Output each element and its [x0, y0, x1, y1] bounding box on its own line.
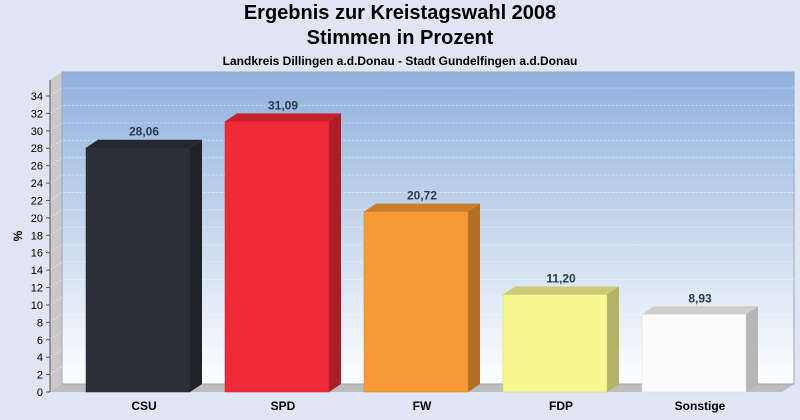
bar-value-label: 8,93 — [688, 291, 712, 305]
grid-line — [49, 87, 794, 97]
grid-line — [49, 313, 794, 323]
grid-line — [49, 244, 794, 254]
y-tick-label: 0 — [37, 387, 43, 399]
bar-fw — [363, 203, 480, 393]
bar-top — [642, 306, 758, 315]
grid-line — [49, 104, 794, 114]
chart-caption: Landkreis Dillingen a.d.Donau - Stadt Gu… — [222, 54, 578, 68]
chart-subtitle: Stimmen in Prozent — [306, 27, 494, 49]
bar-side — [329, 113, 341, 393]
bar-side — [468, 203, 480, 392]
bar-side — [190, 139, 202, 392]
y-tick-label: 14 — [31, 265, 43, 277]
chart-title: Ergebnis zur Kreistagswahl 2008 — [243, 2, 557, 24]
y-tick-label: 2 — [37, 370, 43, 382]
grid-line — [49, 261, 794, 271]
bar-fdp — [502, 286, 619, 393]
grid-line — [49, 331, 794, 341]
y-tick-label: 28 — [31, 143, 43, 155]
grid-line — [49, 279, 794, 288]
bar-value-label: 20,72 — [407, 189, 437, 203]
y-tick-label: 8 — [37, 317, 43, 329]
y-axis-label: % — [11, 230, 25, 241]
bar-top — [503, 286, 619, 295]
grid-line — [49, 139, 794, 149]
bar-top — [364, 203, 480, 212]
x-category-label: FDP — [549, 399, 573, 413]
x-category-label: SPD — [271, 399, 296, 413]
bar-series: 28,06 CSU 31,09 SPD 20,72 FW 11,20 FDP 8,93 Sonst… — [85, 98, 758, 413]
y-tick-label: 18 — [31, 230, 43, 242]
x-category-label: FW — [413, 399, 432, 413]
grid-line — [49, 122, 794, 132]
y-tick-label: 4 — [37, 352, 43, 364]
x-category-label: CSU — [131, 399, 156, 413]
grid-line — [49, 174, 794, 184]
x-category-label: Sonstige — [675, 399, 726, 413]
grid-line — [49, 226, 794, 236]
bar-csu — [85, 139, 202, 393]
y-tick-label: 12 — [31, 283, 43, 295]
y-tick-label: 10 — [31, 300, 43, 312]
y-tick-label: 22 — [31, 195, 43, 207]
grid-line — [49, 191, 794, 201]
y-tick-label: 34 — [31, 91, 43, 103]
bar-sonstige — [641, 306, 758, 393]
grid-line — [49, 296, 794, 306]
y-tick-label: 16 — [31, 248, 43, 260]
y-tick-label: 26 — [31, 161, 43, 173]
bar-front — [502, 294, 608, 393]
y-tick-label: 24 — [31, 178, 43, 190]
bar-value-label: 11,20 — [546, 271, 576, 285]
bar-value-label: 28,06 — [129, 125, 159, 139]
bar-top — [86, 139, 202, 148]
y-tick-label: 32 — [31, 108, 43, 120]
grid-lines — [49, 87, 794, 376]
grid-line — [49, 157, 794, 167]
grid-line — [49, 366, 794, 376]
bar-front — [85, 147, 191, 393]
bar-front — [363, 211, 469, 393]
y-tick-label: 20 — [31, 213, 43, 225]
y-tick-label: 6 — [37, 335, 43, 347]
bar-top — [225, 113, 341, 122]
bar-side — [746, 306, 758, 392]
bar-front — [641, 314, 747, 393]
grid-line — [49, 348, 794, 358]
bar-side — [607, 286, 619, 392]
bar-value-label: 31,09 — [268, 98, 298, 112]
plot-side-wall — [50, 72, 62, 392]
y-tick-label: 30 — [31, 126, 43, 138]
bar-front — [224, 121, 330, 393]
bar-spd — [224, 113, 341, 393]
grid-line — [49, 209, 794, 219]
